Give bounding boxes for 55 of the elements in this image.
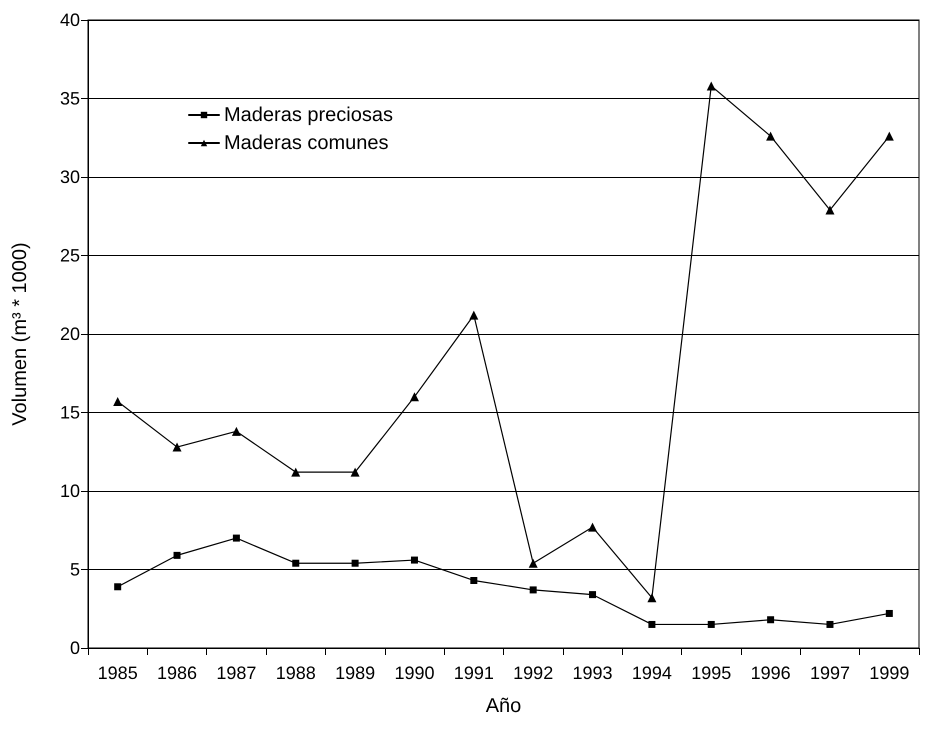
point xyxy=(174,552,181,559)
x-tick-label: 1992 xyxy=(513,663,554,683)
y-tick-label: 20 xyxy=(60,324,80,344)
x-tick-label: 1997 xyxy=(810,663,850,683)
point xyxy=(767,616,774,624)
point xyxy=(886,610,893,617)
x-tick-label: 1986 xyxy=(157,663,198,683)
point xyxy=(172,442,182,452)
x-tick-label: 1991 xyxy=(454,663,494,683)
x-tick-label: 1985 xyxy=(98,663,138,683)
point xyxy=(232,426,241,436)
point xyxy=(410,392,419,402)
y-tick-label: 15 xyxy=(60,402,80,422)
point xyxy=(410,556,418,564)
point xyxy=(352,560,359,567)
y-tick-label: 0 xyxy=(70,638,80,658)
x-tick-label: 1999 xyxy=(869,663,910,683)
point xyxy=(826,620,834,628)
point xyxy=(589,591,596,598)
point xyxy=(291,468,300,477)
y-tick-label: 40 xyxy=(60,10,80,30)
point xyxy=(232,534,240,542)
x-tick-label: 1994 xyxy=(632,663,672,683)
point xyxy=(530,586,537,594)
point xyxy=(647,593,656,602)
point xyxy=(884,132,894,141)
legend-label: Maderas comunes xyxy=(224,132,389,154)
x-tick-label: 1993 xyxy=(572,663,613,683)
point xyxy=(706,81,716,90)
point xyxy=(588,522,598,532)
x-tick-label: 1996 xyxy=(750,663,791,683)
point xyxy=(350,468,360,477)
y-tick-label: 5 xyxy=(70,560,80,580)
legend-label: Maderas preciosas xyxy=(224,104,393,126)
y-tick-label: 30 xyxy=(60,167,80,187)
point xyxy=(528,558,538,568)
point xyxy=(469,310,478,320)
point xyxy=(708,620,715,628)
x-tick-label: 1990 xyxy=(394,663,434,683)
y-axis-title: Volumen (m³ * 1000) xyxy=(9,242,31,426)
y-tick-label: 35 xyxy=(60,88,80,108)
point xyxy=(113,397,122,406)
point xyxy=(114,583,122,590)
x-tick-label: 1989 xyxy=(335,663,376,683)
point xyxy=(470,576,478,584)
point xyxy=(648,620,656,628)
point xyxy=(292,560,300,567)
point xyxy=(825,205,834,214)
y-tick-label: 10 xyxy=(60,481,80,501)
x-tick-label: 1995 xyxy=(691,663,732,683)
point xyxy=(766,132,776,141)
y-tick-label: 25 xyxy=(60,246,80,266)
x-tick-label: 1987 xyxy=(216,663,256,683)
x-tick-label: 1988 xyxy=(276,663,316,683)
x-axis-title: Año xyxy=(486,695,522,717)
